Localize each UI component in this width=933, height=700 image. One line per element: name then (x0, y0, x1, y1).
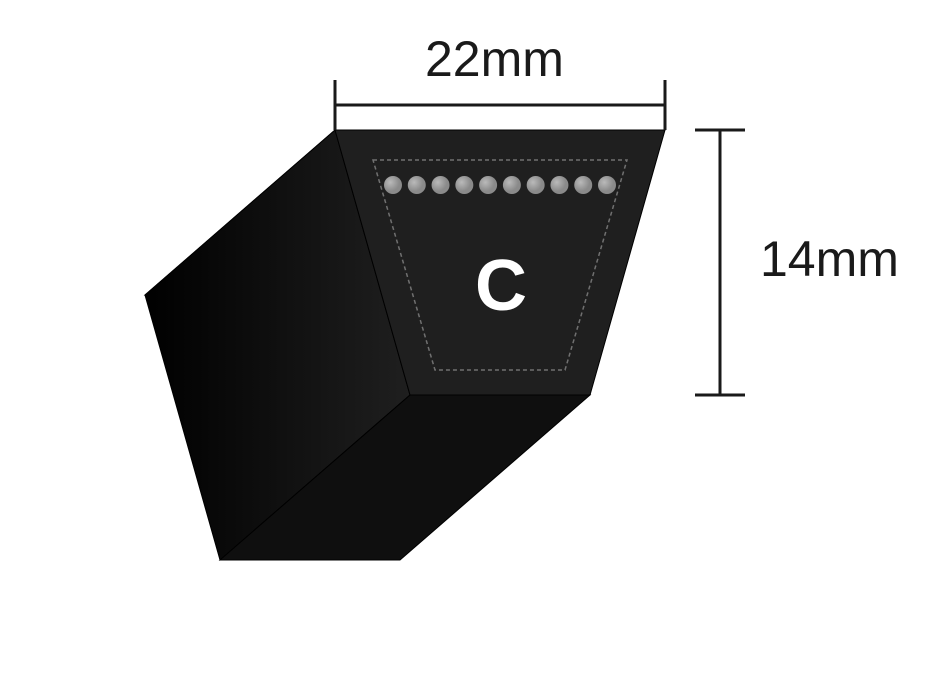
diagram-container: 22mm 14mm C (0, 0, 933, 700)
height-label: 14mm (760, 230, 899, 288)
width-label: 22mm (425, 30, 564, 88)
belt-diagram-svg (0, 0, 933, 700)
center-letter: C (475, 245, 527, 327)
